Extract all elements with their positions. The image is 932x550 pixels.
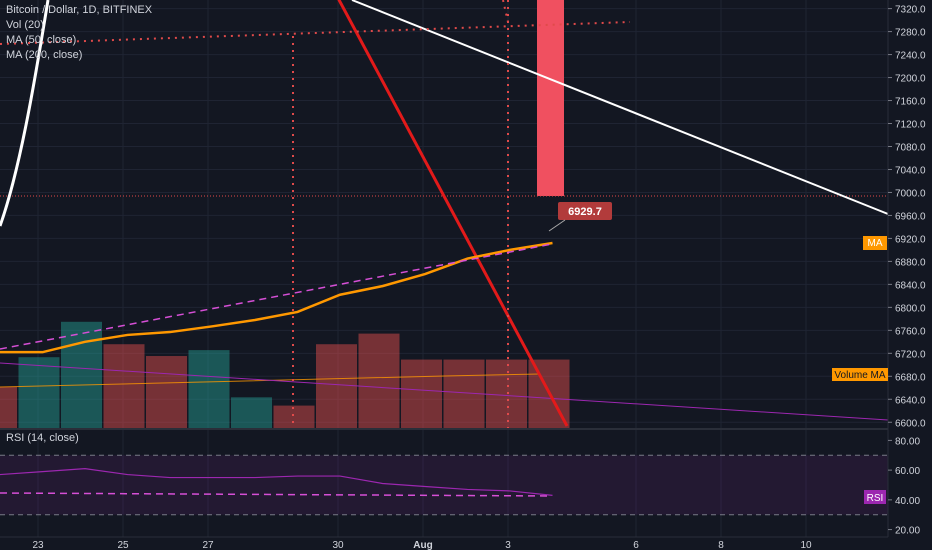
volume-bar [486, 359, 527, 428]
symbol-title[interactable]: Bitcoin / Dollar, 1D, BITFINEX [6, 4, 153, 16]
time-axis: 23 25 27 30 Aug 3 6 8 10 [0, 536, 932, 550]
price-axis: 7320.0 7280.0 7240.0 7200.0 7160.0 7120.0 7080… [887, 0, 932, 550]
price-tick-label: 6800.0 [895, 303, 926, 314]
volume-bar [103, 344, 145, 428]
price-tick-label: 7200.0 [895, 74, 926, 85]
volume-bar [316, 344, 357, 428]
price-tick-label: 7160.0 [895, 97, 926, 108]
volume-bar [0, 386, 17, 428]
volume-bar [18, 357, 60, 428]
price-tick-label: 7320.0 [895, 5, 926, 16]
ma-badge-text: MA [868, 238, 883, 249]
indicator-ma-50[interactable]: MA (50, close) [6, 34, 77, 46]
price-tick-label: 7240.0 [895, 51, 926, 62]
volume-bar [273, 405, 315, 428]
price-tick-label: 6760.0 [895, 326, 926, 337]
axis-background [888, 0, 932, 550]
price-tick-label: 6960.0 [895, 211, 926, 222]
rsi-tick-label: 80.00 [895, 436, 920, 447]
price-tick-label: 6880.0 [895, 257, 926, 268]
rsi-dashed-line [0, 492, 553, 497]
volume-bar [146, 356, 187, 428]
red-trend-line [337, 0, 569, 427]
highlight-bar [537, 0, 564, 196]
time-tick-label: 25 [117, 540, 129, 550]
volume-bar [188, 350, 230, 428]
volume-ma-badge: Volume MA [832, 368, 888, 381]
drawing-overlays [0, 0, 889, 428]
price-tick-label: 7080.0 [895, 142, 926, 153]
purple-trend-line [0, 362, 889, 421]
dotted-short [502, 0, 509, 23]
time-tick-label: 10 [800, 540, 812, 550]
chart-legend: Bitcoin / Dollar, 1D, BITFINEX Vol (20) … [6, 3, 152, 63]
dashed-channel-line [0, 243, 553, 350]
rsi-band-fill [0, 455, 888, 515]
price-tick-label: 7000.0 [895, 188, 926, 199]
rsi-badge-text: RSI [867, 493, 884, 504]
time-tick-label: Aug [413, 540, 432, 550]
price-tick-label: 6640.0 [895, 395, 926, 406]
price-tick-label: 7120.0 [895, 120, 926, 131]
rsi-tick-label: 20.00 [895, 526, 920, 537]
dotted-red-line [0, 21, 631, 45]
grid-lines [0, 0, 932, 537]
last-price-badge: 6929.7 [548, 202, 612, 232]
time-tick-label: 6 [633, 540, 639, 550]
volume-bar [401, 359, 442, 428]
volume-bar [61, 321, 102, 428]
time-tick-label: 8 [718, 540, 724, 550]
time-tick-label: 27 [202, 540, 214, 550]
ma-line [0, 241, 553, 354]
time-tick-label: 3 [505, 540, 511, 550]
price-tick-label: 6680.0 [895, 372, 926, 383]
white-trend-line [351, 0, 889, 215]
price-tick-label: 6920.0 [895, 234, 926, 245]
rsi-tick-label: 60.00 [895, 466, 920, 477]
volume-bar [231, 397, 272, 428]
rsi-line [0, 468, 553, 496]
rsi-legend[interactable]: RSI (14, close) [6, 432, 79, 444]
rsi-panel [0, 454, 888, 516]
rsi-badge: RSI [864, 490, 886, 504]
time-tick-label: 23 [32, 540, 44, 550]
last-price-text: 6929.7 [568, 206, 602, 218]
price-tick-label: 6600.0 [895, 418, 926, 429]
volume-bar [358, 333, 400, 428]
price-tick-label: 6720.0 [895, 349, 926, 360]
volume-bars [0, 321, 889, 428]
indicator-volume[interactable]: Vol (20) [6, 19, 44, 31]
price-tick-label: 6840.0 [895, 280, 926, 291]
indicator-ma-200[interactable]: MA (200, close) [6, 49, 83, 61]
time-axis-background [0, 537, 932, 550]
rsi-tick-label: 40.00 [895, 496, 920, 507]
white-curve [0, 0, 50, 227]
price-tick-label: 7040.0 [895, 165, 926, 176]
volume-ma-badge-text: Volume MA [834, 370, 885, 381]
time-tick-label: 30 [332, 540, 344, 550]
ma-badge: MA [863, 236, 887, 250]
price-tick-label: 7280.0 [895, 28, 926, 39]
